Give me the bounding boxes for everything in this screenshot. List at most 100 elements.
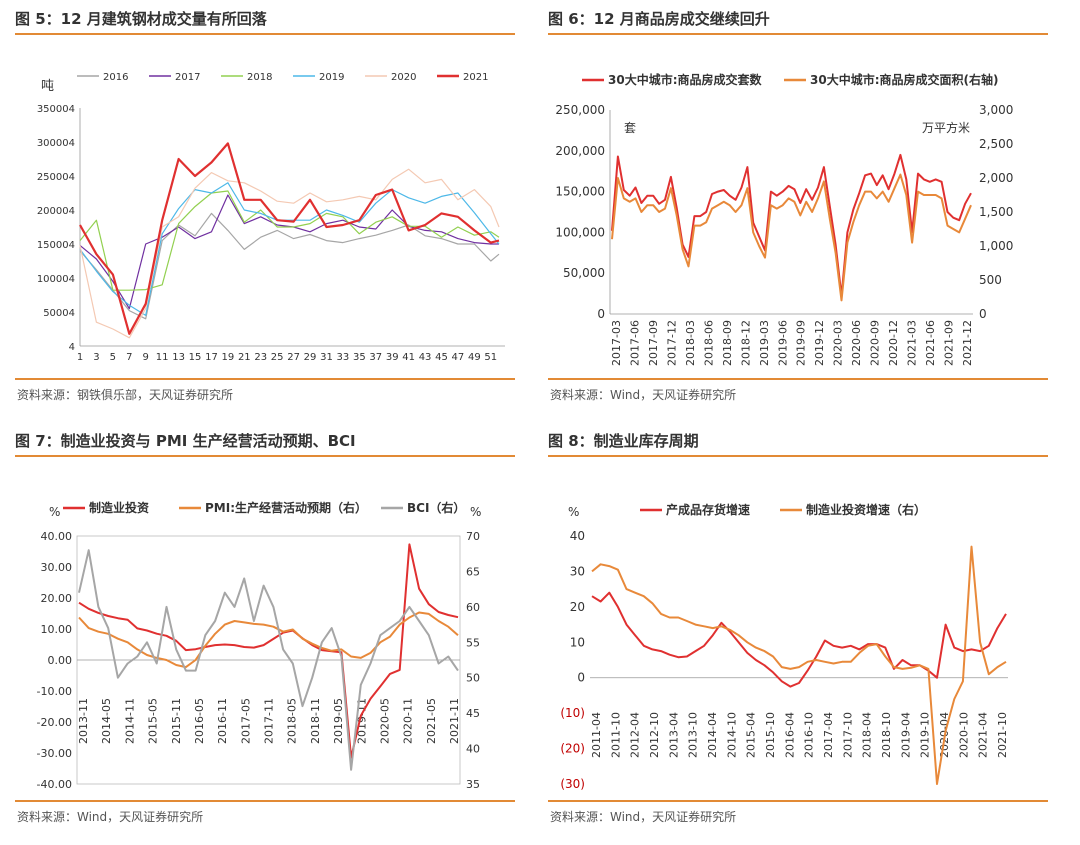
x-tick-label: 2013-10 bbox=[687, 712, 700, 758]
x-tick-label: 2011-04 bbox=[590, 712, 603, 758]
series-line bbox=[79, 142, 500, 335]
series-line bbox=[611, 153, 972, 297]
x-tick-label: 51 bbox=[484, 352, 497, 363]
x-tick-label: 2019-10 bbox=[919, 712, 932, 758]
x-tick-label: 39 bbox=[386, 352, 399, 363]
x-tick-label: 2020-11 bbox=[402, 698, 415, 744]
x-tick-label: 11 bbox=[156, 352, 169, 363]
legend-label: 制造业投资增速（右） bbox=[806, 502, 926, 517]
y-tick-label: 100,000 bbox=[555, 225, 605, 239]
title-divider bbox=[15, 455, 515, 457]
y-tick-label: 30 bbox=[570, 564, 585, 578]
y2-tick-label: 1,000 bbox=[979, 239, 1013, 253]
legend-label: 30大中城市:商品房成交套数 bbox=[608, 72, 762, 87]
x-tick-label: 21 bbox=[238, 352, 251, 363]
series-line bbox=[591, 591, 1007, 688]
x-tick-label: 2015-10 bbox=[764, 712, 777, 758]
x-tick-label: 2019-12 bbox=[813, 320, 826, 366]
x-tick-label: 9 bbox=[143, 352, 149, 363]
source-divider bbox=[15, 378, 515, 380]
x-tick-label: 2021-05 bbox=[425, 698, 438, 744]
y-tick-label: 0 bbox=[577, 671, 585, 685]
x-tick-label: 2018-11 bbox=[309, 698, 322, 744]
line-chart-steel-volume: 350004 300004 250004 200004 150004 100004 5000… bbox=[37, 72, 505, 363]
x-tick-label: 2021-10 bbox=[996, 712, 1009, 758]
x-tick-label: 2018-06 bbox=[702, 320, 715, 366]
chart-title: 图 8：制造业库存周期 bbox=[548, 432, 699, 450]
x-tick-label: 15 bbox=[189, 352, 202, 363]
series-line bbox=[79, 212, 500, 320]
legend-label: 产成品存货增速 bbox=[666, 502, 750, 517]
x-tick-label: 2021-03 bbox=[906, 320, 919, 366]
x-tick-label: 2017-03 bbox=[610, 320, 623, 366]
y-tick-label: 4 bbox=[69, 342, 75, 353]
series-line bbox=[79, 190, 500, 291]
y-tick-label: (10) bbox=[560, 706, 585, 720]
y-tick-label: -30.00 bbox=[37, 747, 72, 760]
x-tick-label: 2016-04 bbox=[783, 712, 796, 758]
y-tick-label: 350004 bbox=[37, 104, 75, 115]
x-tick-label: 2020-05 bbox=[378, 698, 391, 744]
legend-label: 2019 bbox=[319, 72, 344, 83]
y-axis-label: % bbox=[568, 505, 579, 519]
x-tick-label: 2017-04 bbox=[822, 712, 835, 758]
x-tick-label: 19 bbox=[222, 352, 235, 363]
y-tick-label: 200,000 bbox=[555, 144, 605, 158]
legend-label: BCI（右） bbox=[407, 500, 465, 515]
y-tick-label: 300004 bbox=[37, 138, 75, 149]
chart-title: 图 7：制造业投资与 PMI 生产经营活动预期、BCI bbox=[15, 432, 356, 450]
x-tick-label: 2017-09 bbox=[647, 320, 660, 366]
line-chart-inventory-cycle: 40 30 20 10 0 (10) (20) (30)% 2011-04 2011-10 2012… bbox=[560, 502, 1009, 791]
legend-label: 2021 bbox=[463, 72, 488, 83]
y-tick-label: -10.00 bbox=[37, 685, 72, 698]
y-tick-label: 20 bbox=[570, 600, 585, 614]
y-tick-label: 50004 bbox=[43, 308, 75, 319]
y-tick-label: 10.00 bbox=[41, 623, 73, 636]
y2-tick-label: 500 bbox=[979, 273, 1002, 287]
series-line bbox=[78, 611, 459, 669]
y2-tick-label: 3,000 bbox=[979, 103, 1013, 117]
x-tick-label: 2015-05 bbox=[147, 698, 160, 744]
x-tick-label: 45 bbox=[435, 352, 448, 363]
chart-source: 资料来源：Wind，天风证券研究所 bbox=[550, 388, 737, 402]
x-tick-label: 2018-03 bbox=[684, 320, 697, 366]
y2-tick-label: 40 bbox=[466, 743, 480, 756]
legend-label: 2016 bbox=[103, 72, 128, 83]
x-tick-label: 43 bbox=[419, 352, 432, 363]
x-tick-label: 2020-03 bbox=[832, 320, 845, 366]
y-tick-label: 30.00 bbox=[41, 561, 73, 574]
x-tick-label: 2021-06 bbox=[924, 320, 937, 366]
x-tick-label: 2017-11 bbox=[263, 698, 276, 744]
x-tick-label: 2014-10 bbox=[725, 712, 738, 758]
source-divider bbox=[548, 800, 1048, 802]
chart-panel-8: 图 8：制造业库存周期 40 30 20 10 0 (10) (20) (30)% 2011-0… bbox=[548, 430, 1048, 840]
chart-title: 图 6：12 月商品房成交继续回升 bbox=[548, 10, 770, 28]
x-tick-label: 2020-06 bbox=[850, 320, 863, 366]
x-tick-label: 13 bbox=[172, 352, 185, 363]
x-tick-label: 2018-12 bbox=[739, 320, 752, 366]
y-tick-label: 150,000 bbox=[555, 185, 605, 199]
y-tick-label: 20.00 bbox=[41, 592, 73, 605]
y2-tick-label: 45 bbox=[466, 707, 480, 720]
y-tick-label: 40 bbox=[570, 529, 585, 543]
x-tick-label: 2015-04 bbox=[745, 712, 758, 758]
x-tick-label: 2013-04 bbox=[667, 712, 680, 758]
series-line bbox=[78, 549, 459, 771]
x-tick-label: 2017-10 bbox=[841, 712, 854, 758]
x-tick-label: 5 bbox=[110, 352, 116, 363]
y-tick-label: 40.00 bbox=[41, 530, 73, 543]
y-tick-label: -20.00 bbox=[37, 716, 72, 729]
line-chart-manufacturing-investment: 40.00 30.00 20.00 10.00 0.00 -10.00 -20.00 -30.… bbox=[37, 500, 482, 791]
chart-panel-6: 图 6：12 月商品房成交继续回升 250,000 200,000 150,000 1… bbox=[548, 8, 1048, 418]
source-divider bbox=[15, 800, 515, 802]
x-tick-label: 2015-11 bbox=[170, 698, 183, 744]
y2-tick-label: 60 bbox=[466, 601, 480, 614]
x-tick-label: 2019-03 bbox=[758, 320, 771, 366]
legend-label: 2018 bbox=[247, 72, 272, 83]
x-tick-label: 7 bbox=[126, 352, 132, 363]
legend-label: PMI:生产经营活动预期（右） bbox=[205, 500, 367, 515]
y2-tick-label: 55 bbox=[466, 636, 480, 649]
chart-panel-7: 图 7：制造业投资与 PMI 生产经营活动预期、BCI 40.00 30.00 20… bbox=[15, 430, 515, 840]
y2-tick-label: 0 bbox=[979, 307, 987, 321]
x-tick-label: 2018-05 bbox=[286, 698, 299, 744]
